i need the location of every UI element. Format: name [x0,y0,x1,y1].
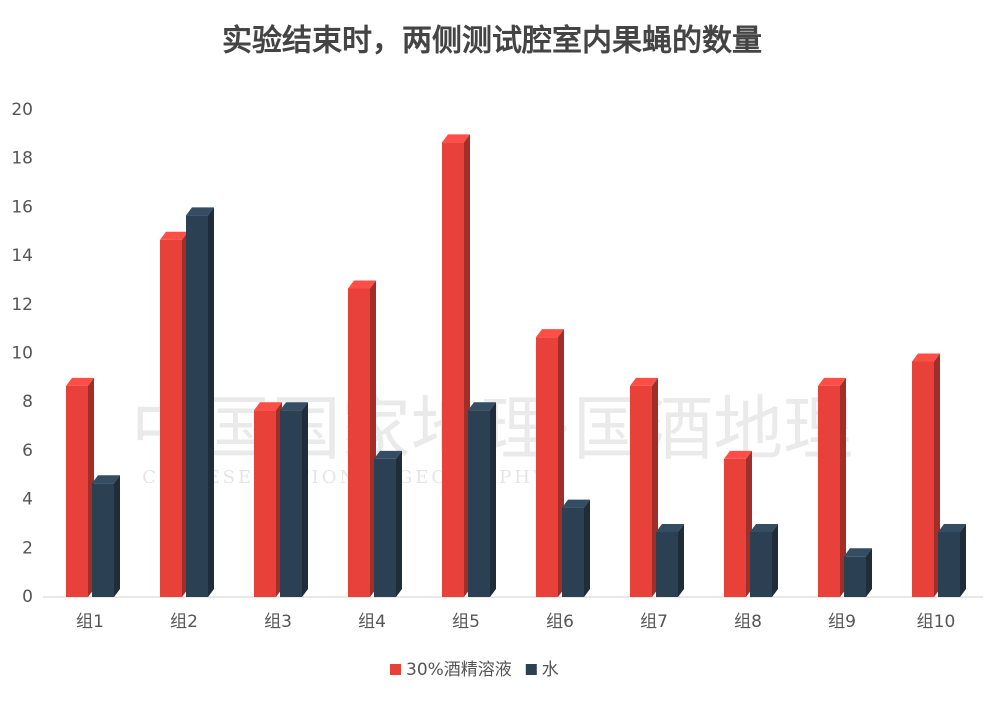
bar [348,280,376,597]
y-tick-label: 16 [11,197,33,217]
bar-top [254,402,282,411]
bar-front [724,458,746,597]
bar-top [912,353,940,362]
x-tick-label: 组9 [828,612,856,632]
bar-front [818,385,840,597]
bar-top [536,329,564,338]
x-tick-label: 组8 [734,612,762,632]
bar-front [92,483,114,597]
bar-top [160,231,188,240]
bar-side [114,475,120,597]
bar-front [66,385,88,597]
y-tick-label: 10 [11,344,33,364]
bar-front [160,239,182,597]
bar-top [348,280,376,289]
y-tick-label: 12 [11,295,33,315]
x-tick-label: 组6 [546,612,574,632]
y-tick-label: 20 [11,100,33,120]
bar [374,450,402,597]
bar-front [280,410,302,597]
x-tick-label: 组10 [917,612,956,632]
bar [750,523,778,597]
y-tick-label: 8 [22,392,33,412]
bar [442,134,470,597]
x-tick-label: 组7 [640,612,668,632]
bar [254,402,282,597]
bar-top [186,207,214,216]
bar-side [772,523,778,597]
x-tick-label: 组2 [170,612,198,632]
legend-swatch [525,664,537,675]
bar-top [468,402,496,411]
x-tick-label: 组1 [76,612,104,632]
bar-front [442,142,464,597]
y-tick-label: 18 [11,149,33,169]
chart-title: 实验结束时，两侧测试腔室内果蝇的数量 [222,24,762,59]
bar [938,523,966,597]
bar [656,523,684,597]
bar-side [208,207,214,597]
bar-front [468,410,490,597]
bar-front [938,531,960,597]
bar [630,377,658,597]
bar [818,377,846,597]
bar [280,402,308,597]
bar [912,353,940,597]
bar [92,475,120,597]
bar-front [750,531,772,597]
bar-side [960,523,966,597]
bar [724,450,752,597]
bar-side [584,499,590,597]
x-tick-label: 组5 [452,612,480,632]
bar-top [818,377,846,386]
legend-swatch [390,664,401,675]
bar-top [280,402,308,411]
bar-front [656,531,678,597]
bar-top [938,523,966,532]
bar-side [678,523,684,597]
bar-side [302,402,308,597]
y-tick-label: 2 [22,538,33,558]
legend-label: 水 [542,660,559,680]
x-tick-label: 组3 [264,612,292,632]
y-tick-label: 0 [22,587,33,607]
bar-front [348,288,370,597]
bar-top [562,499,590,508]
y-tick-label: 14 [11,246,33,266]
bar-front [186,215,208,597]
bar-top [442,134,470,143]
bar-side [840,377,846,597]
bar-top [656,523,684,532]
bar-top [750,523,778,532]
bar-top [630,377,658,386]
bar-top [724,450,752,459]
bar [562,499,590,597]
bar [468,402,496,597]
bar-top [66,377,94,386]
bar-front [630,385,652,597]
bar-side [490,402,496,597]
bar-side [866,548,872,597]
bar [536,329,564,597]
bar-front [912,361,934,597]
y-tick-label: 6 [22,441,33,461]
bar-front [562,507,584,597]
bar-top [92,475,120,484]
bar-top [844,548,872,557]
bar-front [374,458,396,597]
bar-front [254,410,276,597]
bar [160,231,188,597]
legend-label: 30%酒精溶液 [406,660,512,680]
bar [844,548,872,597]
bar [186,207,214,597]
bar-top [374,450,402,459]
bar [66,377,94,597]
y-tick-label: 4 [22,490,33,510]
bar-front [536,337,558,597]
bar-side [396,450,402,597]
bar-front [844,556,866,597]
x-tick-label: 组4 [358,612,386,632]
